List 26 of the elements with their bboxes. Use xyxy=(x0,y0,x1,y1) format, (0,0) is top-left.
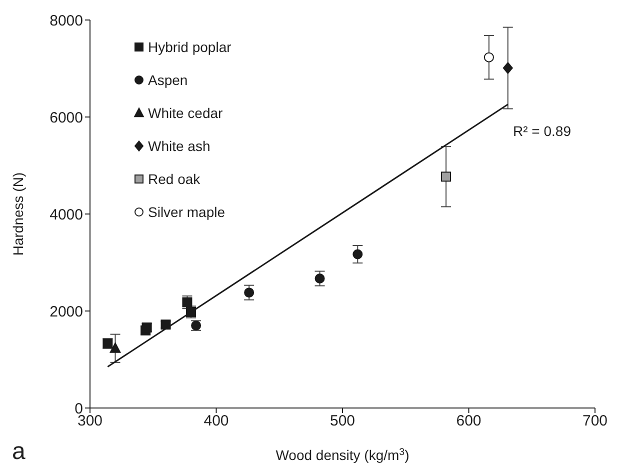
point xyxy=(441,172,452,182)
annotation: R² = 0.89 xyxy=(513,123,571,139)
legend-label: Hybrid poplar xyxy=(148,38,232,54)
point xyxy=(244,288,254,298)
x-tick-label: 400 xyxy=(204,412,229,430)
x-tick-label: 600 xyxy=(456,412,482,430)
y-tick-label: 8000 xyxy=(50,12,83,30)
point xyxy=(110,342,121,353)
point xyxy=(352,249,363,260)
text: a xyxy=(12,438,26,466)
x-tick-label: 700 xyxy=(582,412,608,430)
y-axis-title: Hardness (N) xyxy=(10,172,26,256)
point xyxy=(502,62,513,74)
y-tick-label: 2000 xyxy=(50,303,83,320)
point xyxy=(484,52,494,62)
x-tick-label: 500 xyxy=(330,412,356,430)
legend-label: White ash xyxy=(148,138,210,154)
legend-label: Red oak xyxy=(148,170,200,186)
point xyxy=(314,274,325,284)
y-tick-label: 4000 xyxy=(50,206,83,224)
legend-label: Aspen xyxy=(148,72,188,88)
y-tick-label: 6000 xyxy=(50,109,83,126)
x-tick-label: 300 xyxy=(77,412,103,430)
legend-label: Silver maple xyxy=(148,204,226,220)
legend-label: White cedar xyxy=(148,104,223,120)
x-axis-title: Wood density (kg/m$^{3}$) xyxy=(276,446,410,463)
